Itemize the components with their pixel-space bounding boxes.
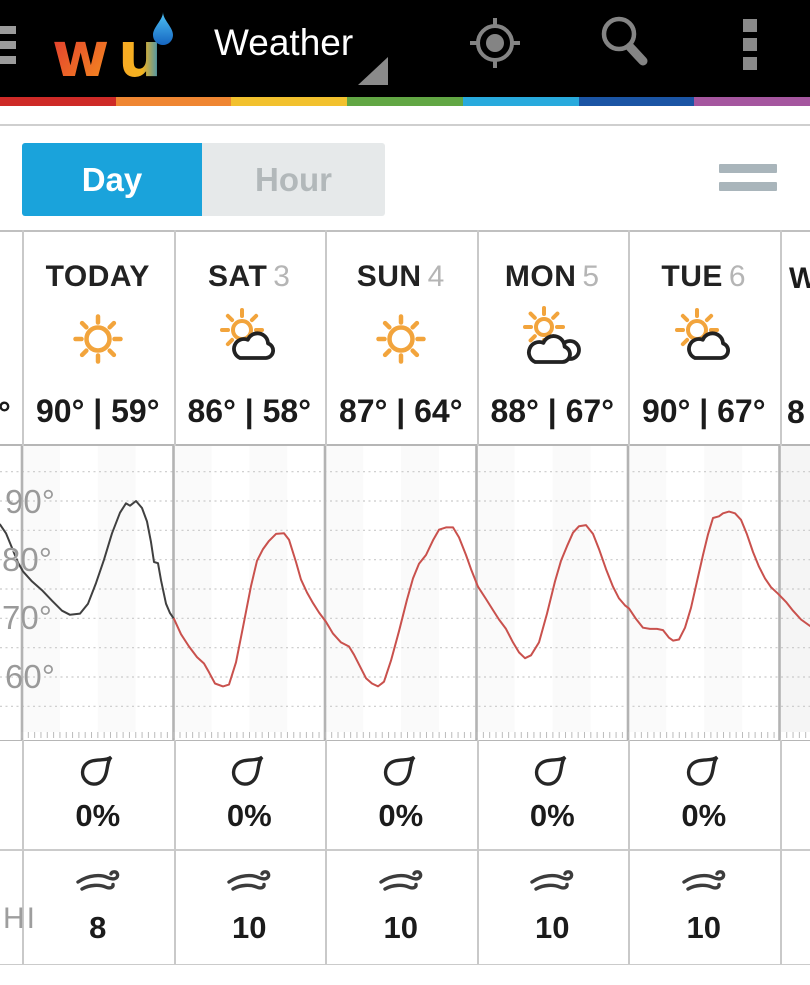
precip-probability: 0% xyxy=(681,798,727,833)
day-label: SUN 4 xyxy=(356,260,445,293)
wind-icon xyxy=(225,868,273,905)
tab-hour[interactable]: Hour xyxy=(202,143,385,216)
rainbow-segment xyxy=(694,97,810,106)
title-dropdown-arrow[interactable] xyxy=(358,57,388,85)
precip-probability: 0% xyxy=(75,798,121,833)
menu-icon[interactable] xyxy=(0,26,16,70)
table-bottom-border xyxy=(0,963,810,965)
day-label: MON 5 xyxy=(504,260,600,293)
wind-speed: 8 xyxy=(89,910,107,945)
table-top-border xyxy=(0,230,810,232)
wind-speed: 10 xyxy=(535,910,570,945)
tab-day[interactable]: Day xyxy=(22,143,202,216)
mostly-cloudy-icon xyxy=(519,306,585,377)
high-low-temps: 87° | 64° xyxy=(338,393,463,429)
wind-icon xyxy=(528,868,576,905)
y-axis-label-60: 60° xyxy=(5,658,55,695)
day-label: TUE 6 xyxy=(661,260,747,293)
rainbow-segment xyxy=(578,97,695,106)
wind-speed: 10 xyxy=(383,910,418,945)
sunny-icon xyxy=(368,306,434,377)
app-bar: w u Weather xyxy=(0,0,810,97)
droplet-icon xyxy=(531,748,573,795)
column-border xyxy=(628,230,630,446)
column-border xyxy=(779,739,782,964)
chart-top-border xyxy=(0,444,810,447)
precip-probability: 0% xyxy=(378,798,424,833)
column-border xyxy=(476,230,479,446)
day-column-sun[interactable]: SUN 4 87° | 64° 0% 10 xyxy=(325,232,477,965)
rainbow-segment xyxy=(115,97,232,106)
rainbow-stripe xyxy=(0,97,810,106)
day-column-tue[interactable]: TUE 6 90° | 67° 0% 10 xyxy=(628,232,780,965)
droplet-icon xyxy=(77,748,119,795)
wind-icon xyxy=(74,868,122,905)
column-border xyxy=(22,230,24,446)
rainbow-segment xyxy=(0,97,116,106)
divider xyxy=(0,124,810,126)
day-label: SAT 3 xyxy=(208,260,291,293)
wind-speed: 10 xyxy=(232,910,267,945)
droplet-icon xyxy=(683,748,725,795)
high-low-temps: 90° | 59° xyxy=(35,393,160,429)
day-date: 5 xyxy=(582,260,600,293)
day-date: 3 xyxy=(273,260,291,293)
prev-day-temp-fragment: ° xyxy=(0,395,11,431)
layers-toggle-icon[interactable] xyxy=(719,164,777,192)
wu-logo: w u xyxy=(52,12,173,91)
wind-speed: 10 xyxy=(686,910,721,945)
column-border xyxy=(173,230,176,446)
page-title[interactable]: Weather xyxy=(214,22,354,63)
next-day-temp-fragment: 8 xyxy=(787,394,805,430)
droplet-icon xyxy=(380,748,422,795)
svg-text:w: w xyxy=(52,18,109,91)
day-date: 6 xyxy=(728,260,747,293)
search-icon[interactable] xyxy=(593,14,653,76)
high-low-temps: 86° | 58° xyxy=(187,393,311,429)
view-mode-tabs: Day Hour xyxy=(22,143,385,216)
droplet-logo-icon xyxy=(153,12,173,45)
column-border xyxy=(173,739,176,964)
precip-probability: 0% xyxy=(529,798,575,833)
prev-day-wind-fragment: HI xyxy=(3,902,37,935)
wind-icon xyxy=(680,868,728,905)
column-border xyxy=(325,739,327,964)
day-column-mon[interactable]: MON 5 88° | 67° 0% 10 xyxy=(477,232,629,965)
day-column-today[interactable]: TODAY 90° | 59° 0% 8 xyxy=(22,232,174,965)
column-border xyxy=(325,230,327,446)
precip-probability: 0% xyxy=(226,798,272,833)
locate-icon[interactable] xyxy=(465,14,525,76)
overflow-menu-icon[interactable] xyxy=(731,14,791,81)
column-border xyxy=(628,739,630,964)
next-day-label-fragment: W xyxy=(789,262,810,295)
day-column-sat[interactable]: SAT 3 86° | 58° 0% 10 xyxy=(174,232,326,965)
column-border xyxy=(22,739,24,964)
wind-icon xyxy=(377,868,425,905)
high-low-temps: 88° | 67° xyxy=(490,393,614,429)
temperature-chart[interactable] xyxy=(0,446,810,740)
rainbow-segment xyxy=(462,97,579,106)
high-low-temps: 90° | 67° xyxy=(641,393,766,429)
y-axis-label-70: 70° xyxy=(2,599,52,636)
rainbow-segment xyxy=(347,97,463,106)
partly-cloudy-icon xyxy=(671,306,737,377)
y-axis-label-90: 90° xyxy=(5,483,55,520)
sunny-icon xyxy=(65,306,131,377)
partly-cloudy-icon xyxy=(216,306,282,377)
droplet-icon xyxy=(228,748,270,795)
column-border xyxy=(476,739,479,964)
day-label: TODAY xyxy=(45,260,150,293)
day-date: 4 xyxy=(427,260,445,293)
y-axis-label-80: 80° xyxy=(2,541,52,578)
precip-wind-divider xyxy=(0,849,810,851)
rainbow-segment xyxy=(231,97,348,106)
column-border xyxy=(779,230,782,446)
